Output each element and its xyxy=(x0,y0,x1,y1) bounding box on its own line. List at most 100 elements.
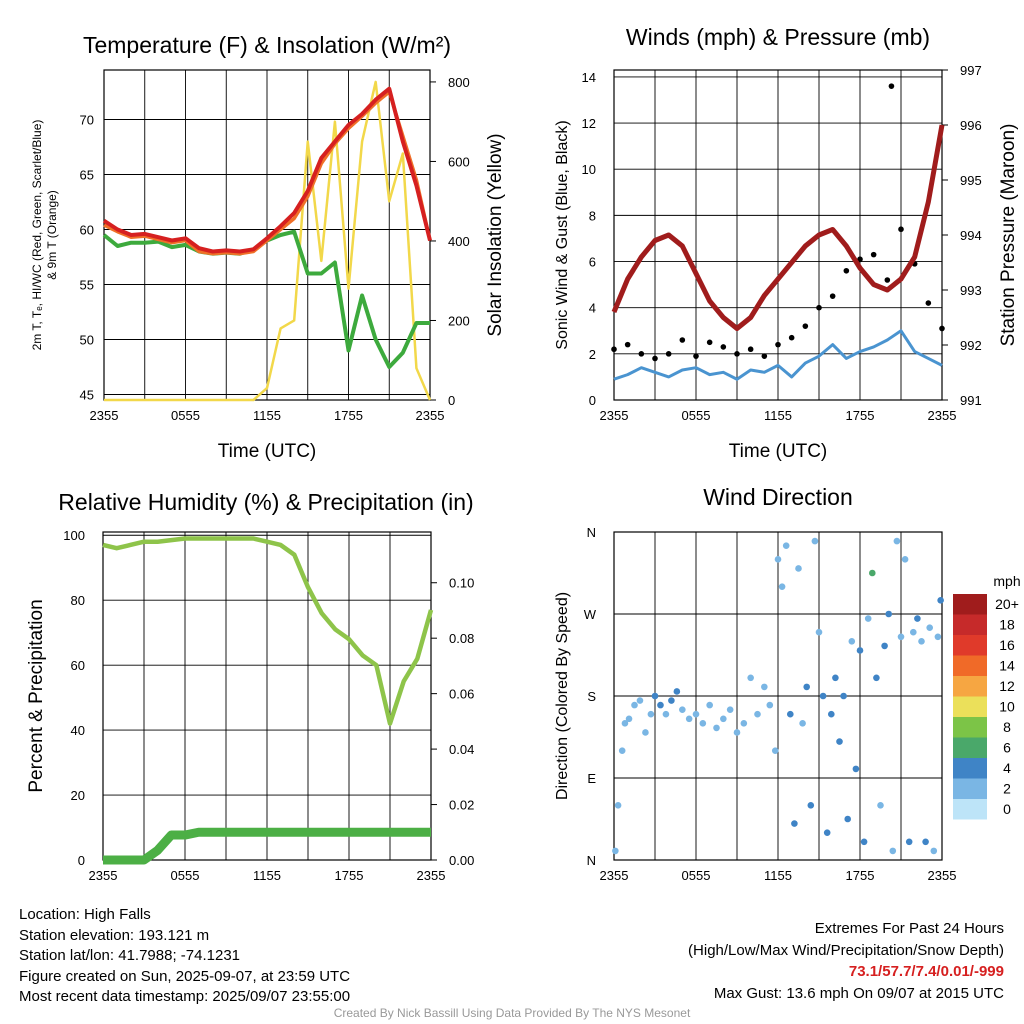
gust-point xyxy=(611,346,617,353)
direction-point xyxy=(832,674,839,682)
direction-point xyxy=(893,537,901,545)
direction-point xyxy=(852,765,860,773)
right-tick-label: 993 xyxy=(960,283,982,298)
legend-swatch xyxy=(953,717,987,738)
direction-point xyxy=(819,692,827,700)
direction-point xyxy=(864,615,872,622)
direction-point xyxy=(799,720,806,727)
y-tick-label: 20 xyxy=(71,788,85,803)
direction-point xyxy=(869,569,876,577)
extremes-info: Extremes For Past 24 Hours (High/Low/Max… xyxy=(688,918,1004,1004)
direction-point xyxy=(937,597,944,604)
direction-point xyxy=(897,633,905,641)
legend-label: 10 xyxy=(999,699,1015,715)
direction-point xyxy=(657,701,664,709)
credit-line: Created By Nick Bassill Using Data Provi… xyxy=(333,1006,691,1020)
direction-point xyxy=(860,838,868,846)
gust-point xyxy=(888,83,895,89)
speed-legend-title: mph xyxy=(993,573,1020,589)
y-tick-label: W xyxy=(584,607,597,622)
series-line-blue xyxy=(613,329,943,381)
legend-swatch xyxy=(953,614,987,635)
y-tick-label: 60 xyxy=(71,658,85,673)
direction-point xyxy=(803,683,810,691)
series-line-rh xyxy=(102,536,434,726)
right-tick-label: 0.00 xyxy=(449,853,474,868)
direction-point xyxy=(662,710,670,718)
legend-swatch xyxy=(953,737,987,758)
legend-label: 12 xyxy=(999,678,1015,694)
legend-label: 0 xyxy=(1003,801,1011,817)
series-line-maroon xyxy=(611,124,945,331)
direction-point xyxy=(889,847,897,855)
gust-point xyxy=(706,339,713,346)
gust-point xyxy=(679,337,686,343)
right-tick-label: 200 xyxy=(448,313,470,328)
direction-point xyxy=(733,729,741,736)
direction-point xyxy=(673,688,681,695)
gust-point xyxy=(624,341,631,348)
x-tick-label: 1755 xyxy=(335,868,364,883)
right-tick-label: 0.08 xyxy=(449,631,474,646)
gust-point xyxy=(939,325,945,332)
humidity-panel-title: Relative Humidity (%) & Precipitation (i… xyxy=(58,489,473,515)
extremes-values: 73.1/57.7/7.4/0.01/-999 xyxy=(848,963,1004,980)
right-tick-label: 996 xyxy=(960,118,982,133)
winds-panel-ylabel: Sonic Wind & Gust (Blue, Black) xyxy=(554,120,571,349)
gust-point xyxy=(747,346,754,353)
station-location: Location: High Falls xyxy=(19,906,151,923)
y-tick-label: 10 xyxy=(582,162,596,177)
direction-point xyxy=(926,624,933,631)
direction-point xyxy=(934,633,942,641)
gust-point xyxy=(638,351,645,357)
gust-point xyxy=(870,251,877,258)
right-tick-label: 991 xyxy=(960,393,982,408)
direction-point xyxy=(614,802,622,809)
x-tick-label: 1155 xyxy=(253,868,281,883)
x-tick-label: 2355 xyxy=(90,408,119,423)
winds-panel-ylabel-right: Station Pressure (Maroon) xyxy=(998,124,1019,347)
gust-point xyxy=(829,293,836,299)
y-tick-label: 8 xyxy=(589,208,596,223)
direction-point xyxy=(766,701,774,709)
x-tick-label: 1155 xyxy=(764,408,792,423)
right-tick-label: 600 xyxy=(448,154,470,169)
y-tick-label: 70 xyxy=(80,113,94,128)
station-elevation: Station elevation: 193.121 m xyxy=(19,926,210,944)
y-tick-label: S xyxy=(587,689,596,704)
x-tick-label: 0555 xyxy=(171,408,200,423)
temperature-panel-ylabel-2: & 9m T (Orange) xyxy=(45,190,59,280)
series-line-yellow xyxy=(104,80,432,402)
direction-point xyxy=(910,628,917,636)
right-tick-label: 800 xyxy=(448,75,470,90)
direction-point xyxy=(782,542,790,549)
direction-point xyxy=(787,710,794,718)
gust-point xyxy=(788,334,795,341)
gust-point xyxy=(802,323,809,329)
right-tick-label: 995 xyxy=(960,173,982,188)
direction-point xyxy=(668,697,675,704)
direction-point xyxy=(877,802,884,809)
temperature-panel: Temperature (F) & Insolation (W/m²) 45 50… xyxy=(30,32,506,462)
y-tick-label: 4 xyxy=(589,301,596,316)
y-tick-label: 2 xyxy=(589,347,596,362)
direction-point xyxy=(726,706,734,713)
right-tick-label: 994 xyxy=(960,228,982,243)
y-tick-label: 100 xyxy=(63,528,85,543)
x-tick-label: 2355 xyxy=(600,408,629,423)
gust-point xyxy=(925,300,932,306)
direction-point xyxy=(625,715,633,723)
direction-point xyxy=(720,715,727,723)
y-tick-label: 50 xyxy=(80,333,94,348)
legend-label: 8 xyxy=(1003,719,1011,735)
direction-point xyxy=(791,820,798,827)
x-tick-label: 2355 xyxy=(89,868,118,883)
x-tick-label: 2355 xyxy=(600,868,629,883)
x-tick-label: 1755 xyxy=(334,408,363,423)
direction-point xyxy=(914,615,921,622)
direction-point xyxy=(618,747,626,754)
y-tick-label: 45 xyxy=(80,388,94,403)
right-tick-label: 0.10 xyxy=(449,576,474,591)
extremes-subtitle: (High/Low/Max Wind/Precipitation/Snow De… xyxy=(688,941,1004,959)
legend-swatch xyxy=(953,655,987,676)
